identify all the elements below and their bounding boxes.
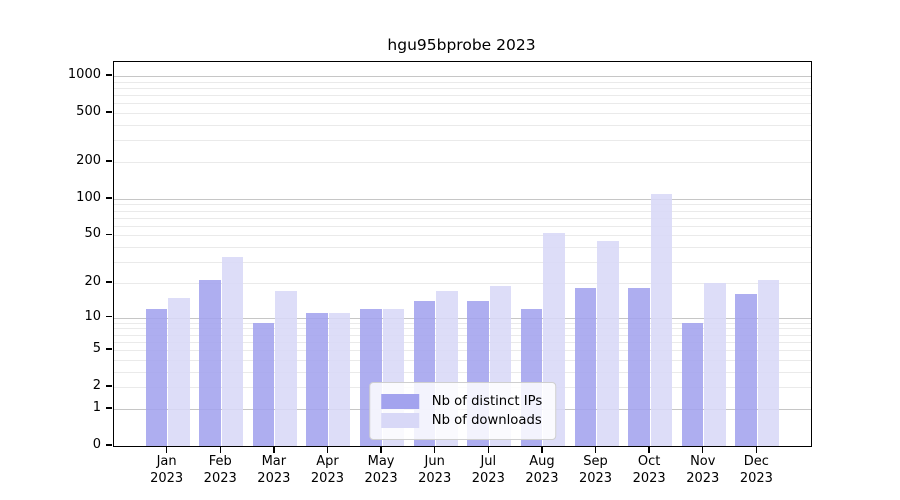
grid-line-minor xyxy=(114,328,811,330)
x-tick-label: Mar 2023 xyxy=(257,454,291,486)
legend-label: Nb of distinct IPs xyxy=(431,394,543,409)
bar-downloads xyxy=(597,240,619,446)
bar-distinct-ips xyxy=(252,322,275,446)
x-tick-mark xyxy=(165,446,168,453)
y-tick-label: 5 xyxy=(92,341,101,357)
y-tick-mark xyxy=(106,407,112,409)
bar-distinct-ips xyxy=(145,308,168,446)
x-tick-mark xyxy=(326,446,329,453)
bar-downloads xyxy=(650,193,673,446)
y-tick-label: 100 xyxy=(76,189,101,205)
x-tick-label: Oct 2023 xyxy=(632,454,666,486)
grid-line-minor xyxy=(114,95,811,97)
grid-line-minor xyxy=(114,125,811,127)
grid-line-minor xyxy=(114,225,811,227)
grid-line-major xyxy=(114,76,811,78)
legend: Nb of distinct IPs Nb of downloads xyxy=(368,382,557,440)
y-tick-label: 1000 xyxy=(67,67,101,83)
y-tick-label: 0 xyxy=(92,437,101,452)
x-tick-label: Jan 2023 xyxy=(150,454,184,486)
x-tick-mark xyxy=(541,446,543,453)
y-tick-mark xyxy=(106,74,112,76)
grid-line-minor xyxy=(114,341,811,343)
legend-swatch-downloads xyxy=(380,413,419,428)
x-tick-label: Feb 2023 xyxy=(203,454,237,486)
y-tick-label: 1 xyxy=(92,399,101,415)
x-tick-mark xyxy=(380,446,382,453)
bar-downloads xyxy=(704,282,726,446)
grid-line-minor xyxy=(114,235,811,237)
grid-line-minor xyxy=(114,262,811,264)
y-tick-mark xyxy=(106,444,112,446)
bar-downloads xyxy=(328,312,351,446)
x-tick-label: Dec 2023 xyxy=(739,454,773,486)
grid-line-minor xyxy=(114,282,811,284)
grid-line-minor xyxy=(114,247,811,249)
y-tick-label: 200 xyxy=(76,153,101,168)
y-tick-label: 10 xyxy=(84,308,101,324)
x-tick-label: Aug 2023 xyxy=(525,454,559,486)
legend-item: Nb of downloads xyxy=(380,413,543,428)
y-tick-mark xyxy=(106,233,112,236)
bar-downloads xyxy=(168,297,190,446)
y-tick-mark xyxy=(106,315,112,318)
grid-line-minor xyxy=(114,210,811,212)
grid-line-minor xyxy=(114,162,811,163)
grid-line-major xyxy=(114,317,811,319)
bar-distinct-ips xyxy=(735,294,757,446)
x-tick-mark xyxy=(594,446,597,453)
grid-line-minor xyxy=(114,359,811,361)
y-tick-mark xyxy=(106,111,112,113)
x-tick-mark xyxy=(273,446,275,453)
y-tick-label: 500 xyxy=(76,104,101,120)
chart-title: hgu95bprobe 2023 xyxy=(387,36,536,54)
x-tick-mark xyxy=(487,446,489,453)
grid-line-minor xyxy=(114,113,811,115)
legend-item: Nb of distinct IPs xyxy=(380,394,543,409)
bar-distinct-ips xyxy=(199,280,221,446)
x-tick-label: Nov 2023 xyxy=(686,454,720,486)
y-tick-mark xyxy=(106,197,112,199)
grid-line-minor xyxy=(114,81,811,83)
x-tick-label: Jun 2023 xyxy=(418,454,452,486)
bar-distinct-ips xyxy=(306,312,328,446)
grid-line-minor xyxy=(114,103,811,105)
x-tick-mark xyxy=(755,446,758,453)
bar-distinct-ips xyxy=(628,288,650,446)
y-tick-label: 50 xyxy=(84,226,101,242)
x-tick-label: Jul 2023 xyxy=(471,454,505,486)
grid-line-major xyxy=(114,198,811,200)
grid-line-minor xyxy=(114,371,811,373)
y-tick-mark xyxy=(106,385,112,387)
x-tick-mark xyxy=(219,446,221,453)
x-tick-mark xyxy=(648,446,650,453)
grid-line-minor xyxy=(114,140,811,142)
y-tick-label: 2 xyxy=(92,378,101,394)
bar-downloads xyxy=(275,291,297,446)
y-tick-mark xyxy=(106,348,112,350)
bar-distinct-ips xyxy=(681,322,704,446)
grid-line-minor xyxy=(114,334,811,336)
plot-area: Nb of distinct IPs Nb of downloads xyxy=(113,61,812,447)
grid-line-minor xyxy=(114,350,811,352)
bar-distinct-ips xyxy=(574,288,597,446)
x-tick-label: Apr 2023 xyxy=(310,454,344,486)
x-tick-label: May 2023 xyxy=(364,454,398,486)
bar-downloads xyxy=(221,257,244,446)
grid-line-minor xyxy=(114,217,811,219)
grid-line-minor xyxy=(114,322,811,324)
legend-swatch-distinct-ips xyxy=(380,394,419,409)
bar-downloads xyxy=(757,280,780,446)
y-tick-mark xyxy=(106,281,112,283)
grid-line-minor xyxy=(114,87,811,89)
x-tick-mark xyxy=(702,446,704,453)
y-tick-label: 20 xyxy=(84,273,101,289)
x-tick-label: Sep 2023 xyxy=(578,454,613,486)
x-tick-mark xyxy=(433,446,436,453)
y-tick-mark xyxy=(106,160,112,162)
legend-label: Nb of downloads xyxy=(431,413,542,428)
grid-line-minor xyxy=(114,204,811,206)
